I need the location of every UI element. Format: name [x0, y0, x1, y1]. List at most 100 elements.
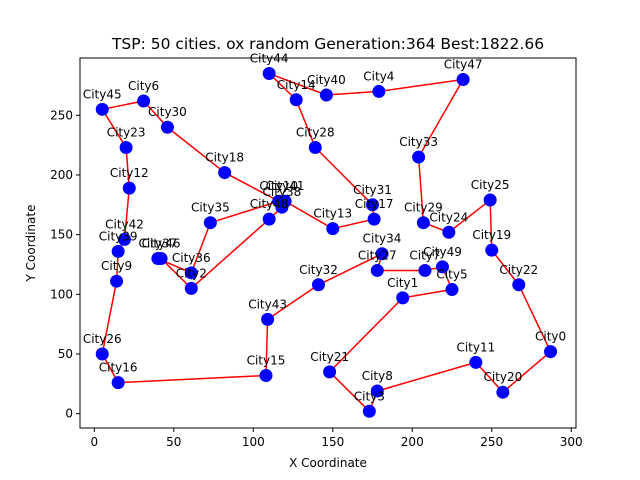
city-point: [289, 93, 303, 107]
city-label: City46: [142, 237, 181, 251]
route-segment: [402, 288, 453, 299]
city-label: City43: [248, 297, 287, 311]
y-tick-label: 250: [50, 108, 73, 122]
y-tick-label: 50: [58, 347, 73, 361]
city-label: City16: [99, 361, 138, 375]
city-label: City48: [250, 197, 289, 211]
city-label: City0: [535, 330, 566, 344]
y-axis-ticks: 0 50 100 150 200 250: [50, 108, 80, 421]
city-label: City35: [191, 201, 230, 215]
city-point: [375, 247, 389, 261]
city-point: [483, 193, 497, 207]
y-tick-label: 100: [50, 287, 73, 301]
city-labels: City0 City1 City2 City3 City4 City5 City6 City7…: [83, 52, 566, 404]
route-segment: [102, 100, 144, 111]
y-axis-label: Y Coordinate: [24, 205, 38, 283]
city-point: [485, 243, 499, 257]
x-axis-ticks: 0 50 100 150 200 250 300: [90, 428, 583, 449]
city-point: [412, 150, 426, 164]
city-point: [259, 368, 273, 382]
city-label: City40: [307, 73, 346, 87]
city-point: [137, 94, 151, 108]
city-point: [435, 260, 449, 274]
city-point: [362, 404, 376, 418]
x-axis-label: X Coordinate: [289, 456, 367, 470]
route-segment: [448, 199, 491, 233]
city-label: City3: [354, 389, 385, 403]
city-label: City39: [99, 229, 138, 243]
city-label: City25: [471, 178, 510, 192]
city-point: [111, 376, 125, 390]
city-label: City10: [259, 179, 298, 193]
city-label: City44: [250, 52, 289, 66]
city-point: [396, 291, 410, 305]
city-point: [278, 194, 292, 208]
city-label: City15: [247, 353, 286, 367]
city-label: City32: [299, 263, 338, 277]
route-segment: [318, 253, 383, 286]
x-tick-label: 50: [166, 435, 181, 449]
route-segment: [314, 146, 374, 206]
city-point: [323, 365, 337, 379]
city-label: City23: [107, 126, 146, 140]
route-segment: [166, 126, 226, 174]
x-tick-label: 300: [560, 435, 583, 449]
route-segment: [329, 371, 370, 412]
city-point: [366, 198, 380, 212]
city-point: [370, 384, 384, 398]
city-point: [418, 263, 432, 277]
y-tick-label: 200: [50, 168, 73, 182]
y-tick-label: 0: [65, 407, 73, 421]
city-point: [372, 84, 386, 98]
city-point: [262, 67, 276, 81]
city-point: [326, 222, 340, 236]
city-point: [203, 216, 217, 230]
route-segment: [190, 218, 270, 289]
city-label: City4: [363, 69, 394, 83]
city-label: City34: [363, 232, 402, 246]
route-segment: [417, 79, 464, 158]
city-point: [496, 385, 510, 399]
city-label: City27: [358, 248, 397, 262]
city-label: City29: [404, 201, 443, 215]
city-point: [311, 278, 325, 292]
city-point: [118, 232, 132, 246]
route-segment: [224, 171, 280, 202]
route-segment: [295, 99, 316, 148]
city-point: [160, 120, 174, 134]
x-tick-label: 200: [401, 435, 424, 449]
city-point: [110, 274, 124, 288]
city-label: City28: [296, 126, 335, 140]
route-segment: [475, 361, 504, 393]
city-label: City9: [101, 259, 132, 273]
city-label: City37: [138, 237, 177, 251]
city-label: City17: [355, 197, 394, 211]
city-point: [544, 345, 558, 359]
city-label: City41: [266, 179, 305, 193]
city-label: City33: [399, 135, 438, 149]
route-segment: [190, 222, 212, 274]
city-point: [111, 244, 125, 258]
route-segment: [210, 200, 279, 224]
chart-title: TSP: 50 cities. ox random Generation:364…: [111, 35, 544, 53]
plot-frame: [79, 57, 577, 429]
city-label: City6: [128, 79, 159, 93]
route-segment: [378, 78, 464, 93]
x-tick-label: 0: [90, 435, 98, 449]
route-segment: [160, 257, 192, 289]
city-label: City11: [456, 340, 495, 354]
city-label: City49: [423, 245, 462, 259]
route-segment: [123, 188, 131, 240]
city-label: City2: [176, 266, 207, 280]
city-label: City30: [148, 105, 187, 119]
city-label: City19: [472, 228, 511, 242]
route-segment: [491, 249, 520, 286]
route-segment: [118, 374, 267, 384]
city-point: [416, 216, 430, 230]
route-segment: [284, 200, 334, 230]
city-label: City5: [436, 268, 467, 282]
city-label: City21: [310, 350, 349, 364]
city-label: City13: [313, 207, 352, 221]
route-segment: [101, 108, 127, 148]
